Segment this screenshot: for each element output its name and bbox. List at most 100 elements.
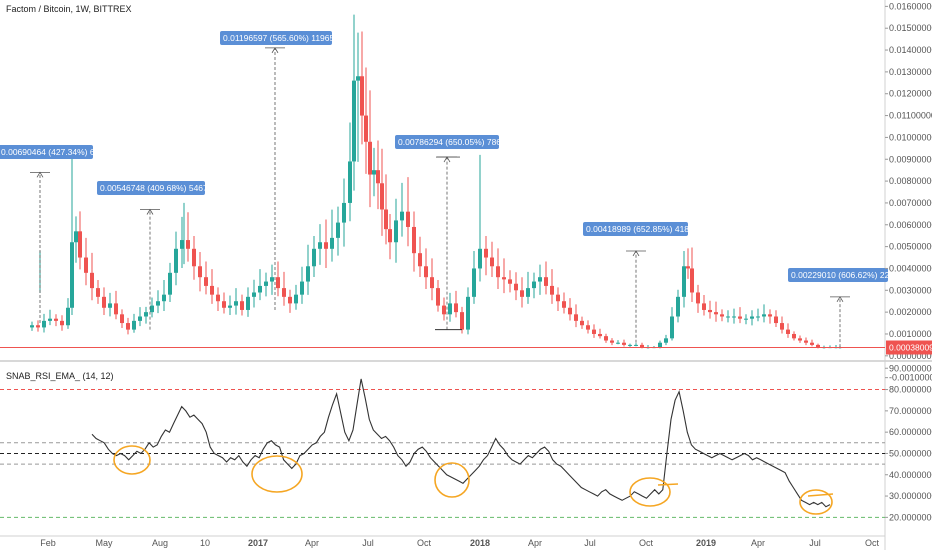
candle-body [400,211,404,221]
candle-body [324,242,328,249]
annotation-layer: 0.00690464 (427.34%) 690464 0.00546748 (4… [0,31,908,348]
candle-body [574,314,578,321]
candle-body [598,333,602,337]
candle-body [568,307,572,315]
rsi-tick-label: 30.00000000 [889,491,932,501]
candle-body [108,303,112,308]
measure-label-box [395,135,499,149]
time-tick-label: 2017 [248,538,268,548]
candle-body [798,338,802,341]
candle-body [496,266,500,278]
candle-body [222,301,226,308]
candle-body [690,268,694,293]
candle-body [686,266,690,269]
candle-body [376,170,380,184]
candle-body [70,242,74,308]
price-tick-label: 0.01600000 [889,1,932,11]
candle-body [364,115,368,142]
handdrawn-layer [113,445,834,515]
candle-body [258,285,262,293]
candle-body [424,266,428,278]
handdrawn-stroke [807,493,834,497]
candle-body [430,277,434,289]
time-tick-label: Aug [152,538,168,548]
candle-body [270,277,274,282]
candle-body [702,303,706,310]
current-price-label: 0.00038009 [889,343,932,353]
measure-label-box [788,268,888,282]
candle-body [466,296,470,330]
time-tick-label: 2019 [696,538,716,548]
candle-body [436,288,440,306]
price-tick-label: 0.01400000 [889,45,932,55]
candle-body [192,248,196,267]
candle-body [640,344,644,348]
candle-body [726,316,730,318]
candle-body [138,316,142,321]
price-tick-label: 0.00900000 [889,154,932,164]
price-tick-label: 0.00100000 [889,329,932,339]
candle-body [204,277,208,286]
candle-body [460,312,464,330]
candle-body [74,231,78,243]
rsi-tick-label: 50.00000000 [889,448,932,458]
time-tick-label: Oct [417,538,432,548]
handdrawn-stroke [657,483,679,486]
measure-arrow [836,296,844,303]
price-tick-label: 0.00400000 [889,263,932,273]
candle-body [454,303,458,313]
candle-body [448,303,452,315]
candle-body [780,323,784,330]
candle-body [714,312,718,315]
candle-body [368,141,372,175]
candle-body [372,170,376,175]
price-tick-label: 0.01300000 [889,67,932,77]
candle-body [78,231,82,258]
measure-arrow [271,47,279,54]
candle-body [150,305,154,313]
candle-body [750,316,754,319]
candle-body [676,296,680,317]
candle-body [696,292,700,304]
candle-body [132,320,136,330]
candle-body [412,226,416,254]
candle-body [234,301,238,306]
measure-arrow [36,171,44,178]
candle-body [300,281,304,295]
time-tick-label: Oct [865,538,880,548]
candle-body [732,316,736,318]
candle-body [442,305,446,315]
price-tick-label: 0.01200000 [889,89,932,99]
measure-label: 0.00786294 (650.05%) 786294 [398,137,515,147]
candle-body [60,320,64,326]
candle-body [544,277,548,286]
candle-body [174,248,178,273]
candle-body [622,342,626,345]
handdrawn-circle [251,455,303,493]
candle-body [532,281,536,289]
rsi-tick-label: 20.00000000 [889,512,932,522]
time-tick-label: Jul [809,538,821,548]
price-tick-label: 0.00300000 [889,285,932,295]
candle-body [168,272,172,295]
candle-body [30,325,34,328]
candle-body [102,296,106,308]
candle-body [318,242,322,249]
candle-body [388,229,392,243]
price-tick-label: 0.00600000 [889,220,932,230]
time-tick-label: Jul [362,538,374,548]
legend-layer: Factom / Bitcoin, 1W, BITTREX SNAB_RSI_E… [6,4,132,381]
main-chart-title: Factom / Bitcoin, 1W, BITTREX [6,4,132,14]
current-price-tag [886,340,932,355]
price-tick-label: 0.00200000 [889,307,932,317]
candle-body [670,316,674,339]
rsi-tick-label: 70.00000000 [889,406,932,416]
candle-body [210,285,214,295]
candle-body [406,211,410,227]
candle-body [162,294,166,302]
handdrawn-circle [629,477,671,507]
candle-body [610,340,614,343]
candle-body [198,266,202,278]
measure-arrow [632,250,640,257]
rsi-tick-label: 80.00000000 [889,385,932,395]
